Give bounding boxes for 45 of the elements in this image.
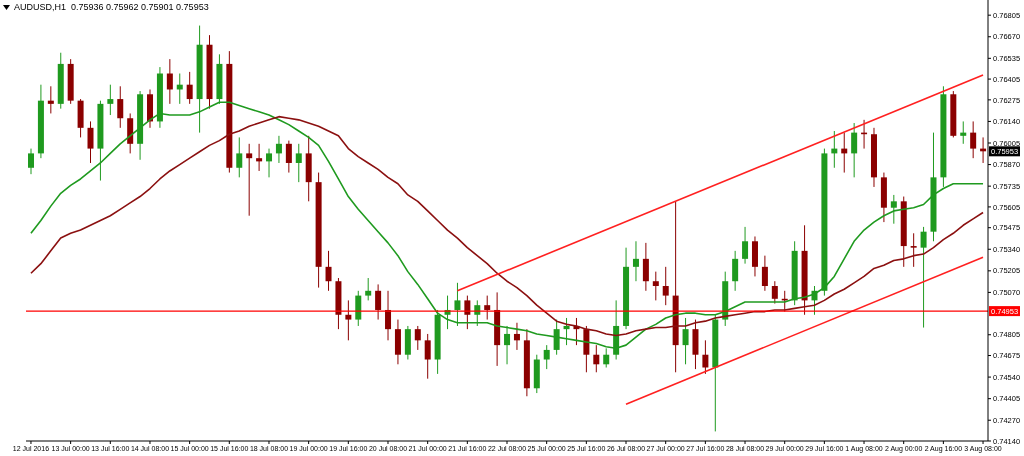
candlestick <box>295 143 302 183</box>
candlestick <box>464 295 471 330</box>
candlestick <box>513 322 520 351</box>
candlestick <box>275 135 282 164</box>
candlestick <box>28 148 34 175</box>
candlestick <box>702 339 709 375</box>
candlestick <box>890 194 897 225</box>
candlestick <box>652 271 659 301</box>
candlestick <box>732 250 739 292</box>
candlestick <box>186 71 193 105</box>
candlestick <box>920 226 927 329</box>
candlestick <box>910 232 917 268</box>
candlestick <box>593 344 600 373</box>
candlestick <box>375 283 382 321</box>
candlestick <box>256 143 263 172</box>
candlestick <box>266 148 273 178</box>
candlestick <box>414 325 421 351</box>
candlestick <box>355 290 362 327</box>
candlestick <box>543 344 550 370</box>
candlestick <box>642 242 649 292</box>
candlestick <box>761 255 768 292</box>
candlestick <box>345 299 352 341</box>
candlestick <box>424 333 431 380</box>
candlestick <box>47 85 54 114</box>
candlestick <box>246 143 253 217</box>
candlestick <box>851 122 858 178</box>
candlestick <box>970 120 977 159</box>
candlestick <box>563 317 570 346</box>
candlestick <box>662 266 669 306</box>
candlestick <box>771 280 778 305</box>
candlestick <box>107 84 114 116</box>
candlestick <box>632 240 639 282</box>
candlestick <box>87 120 94 164</box>
candlestick <box>285 140 292 174</box>
candlestick <box>960 120 967 145</box>
candlestick <box>166 58 173 105</box>
candlestick <box>682 317 689 365</box>
candlestick <box>484 295 491 321</box>
candlestick <box>117 85 124 129</box>
candlestick <box>742 226 749 265</box>
chart-title: AUDUSD,H1 0.75936 0.75962 0.75901 0.75953 <box>14 2 209 12</box>
candlestick <box>236 136 243 178</box>
candlestick <box>325 250 332 292</box>
candlestick <box>365 277 372 301</box>
candlestick <box>454 282 461 327</box>
